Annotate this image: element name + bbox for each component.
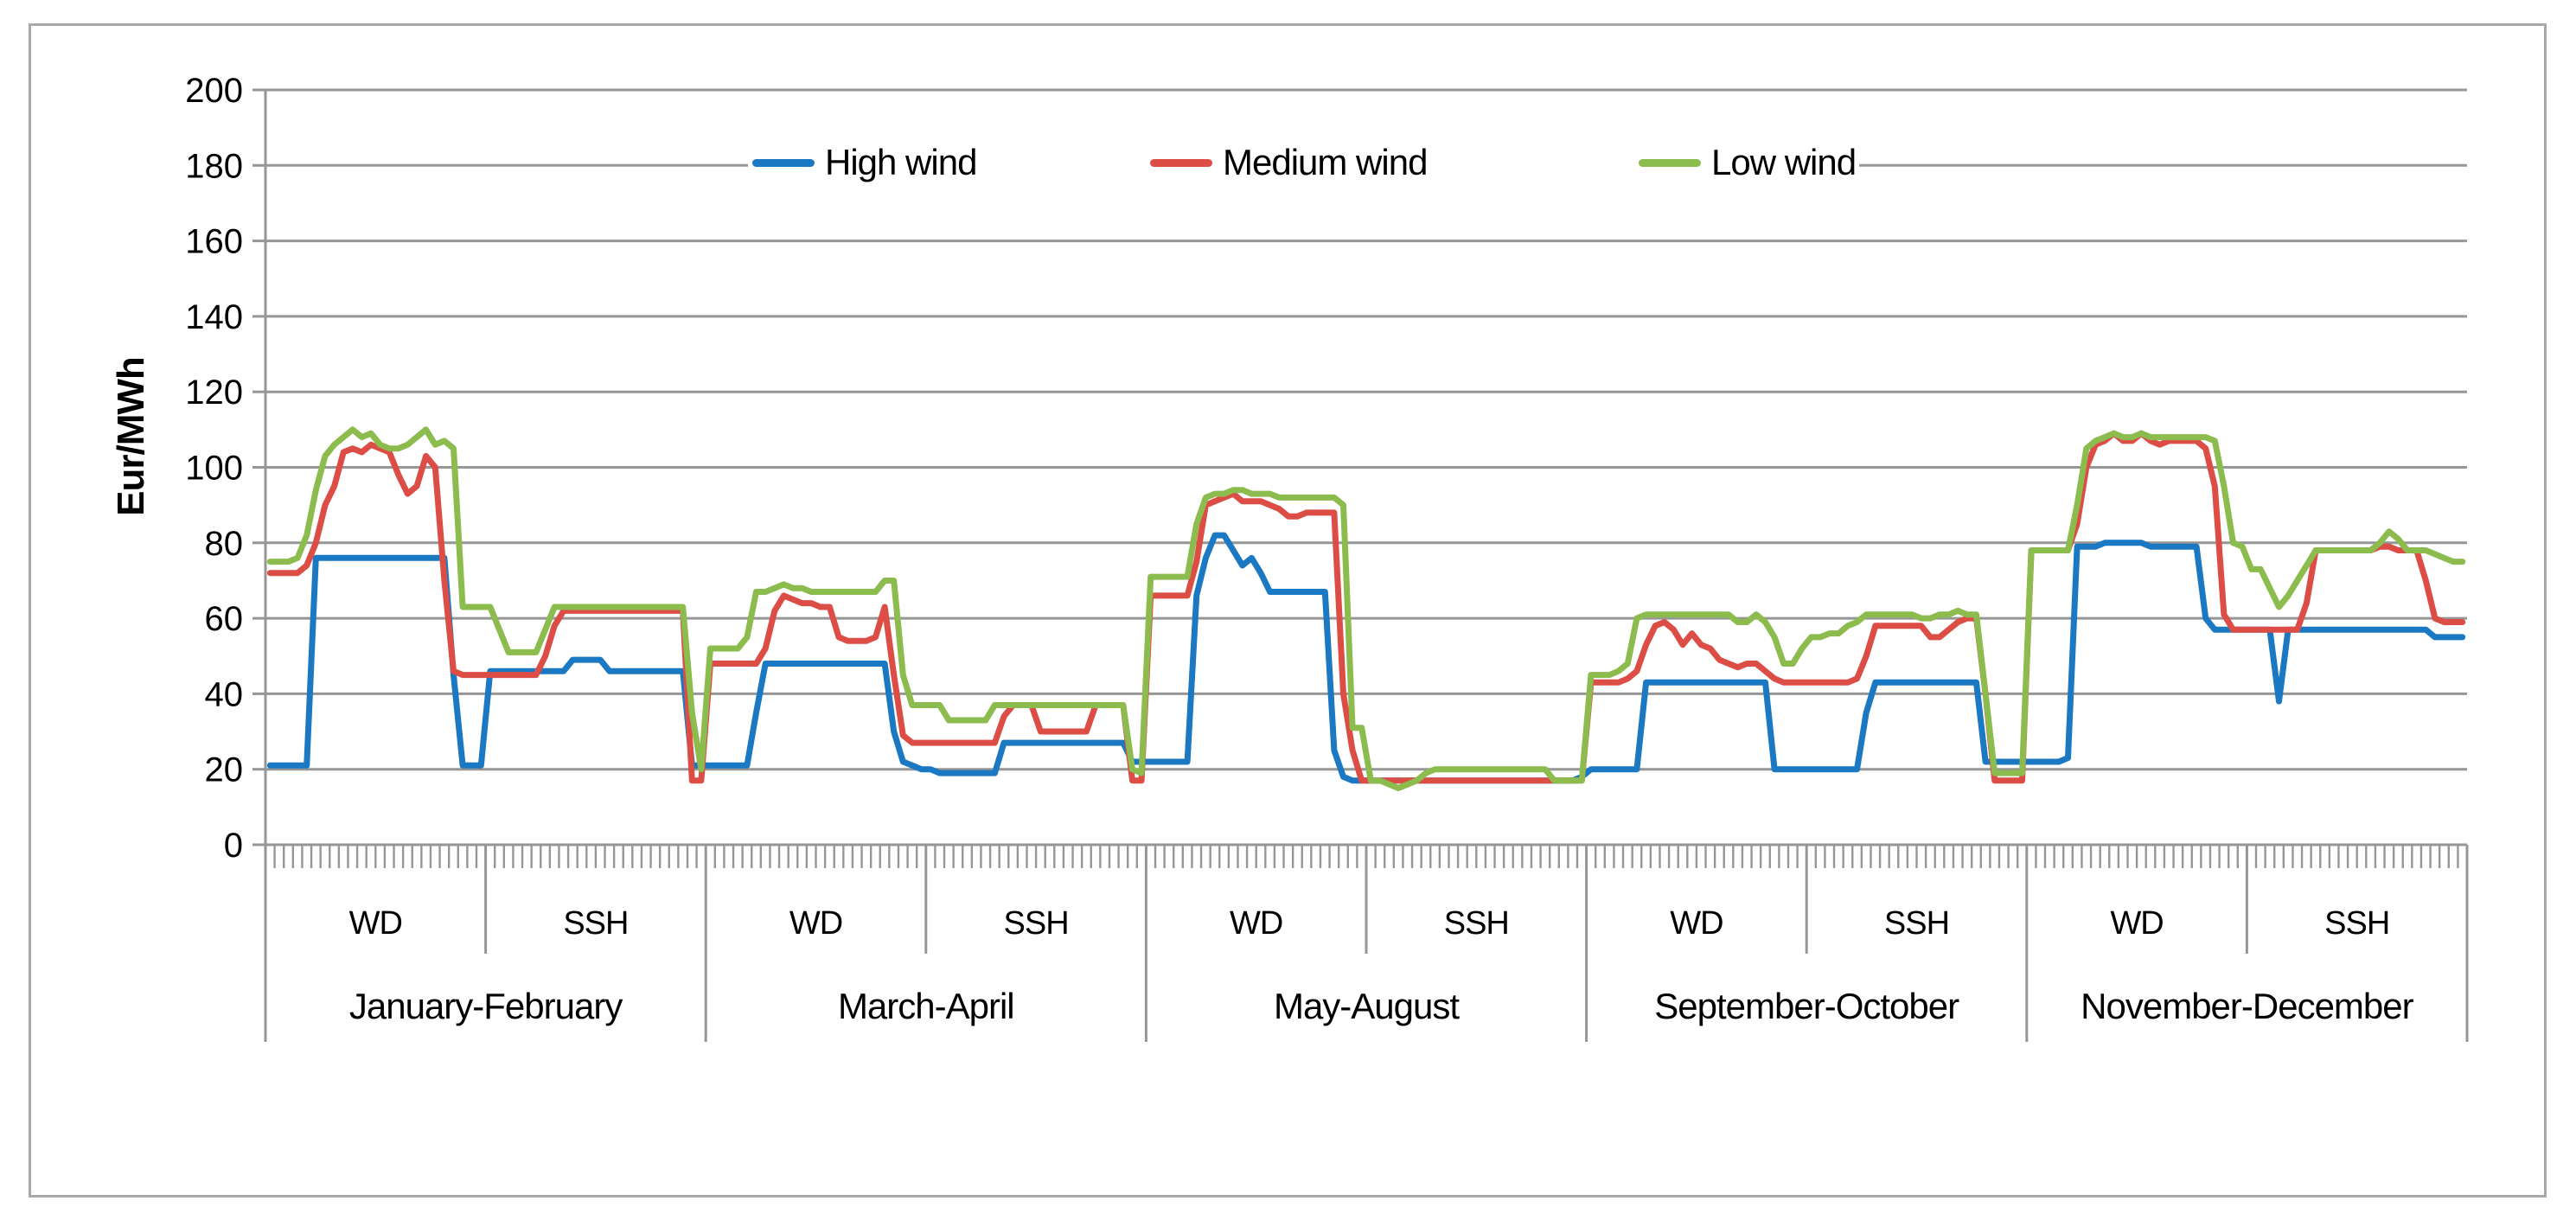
daytype-label: SSH xyxy=(1444,905,1509,942)
legend-label: High wind xyxy=(825,142,977,182)
y-tick-label: 60 xyxy=(205,600,244,638)
legend-label: Low wind xyxy=(1711,142,1857,182)
y-tick-label: 20 xyxy=(205,751,244,789)
y-tick-label: 120 xyxy=(185,374,243,412)
legend-item-medium-wind: Medium wind xyxy=(1150,138,1428,187)
high-wind-swatch-icon xyxy=(752,158,815,167)
legend-item-high-wind: High wind xyxy=(752,138,977,187)
legend-item-low-wind: Low wind xyxy=(1639,138,1857,187)
daytype-label: SSH xyxy=(1884,905,1949,942)
segment-separators xyxy=(264,845,2469,1042)
y-axis-ticks xyxy=(252,88,265,846)
legend: High wind Medium wind Low wind xyxy=(748,138,1859,187)
series-line-medium-wind xyxy=(266,430,2466,784)
y-tick-label: 100 xyxy=(185,450,243,488)
series-line-low-wind xyxy=(266,426,2466,791)
y-tick-label: 140 xyxy=(185,298,243,336)
period-labels: January-February March-April May-August Sep… xyxy=(349,986,2415,1026)
daytype-label: SSH xyxy=(1004,905,1069,942)
daytype-label: SSH xyxy=(563,905,628,942)
daytype-label: WD xyxy=(2110,905,2163,942)
daytype-label: WD xyxy=(789,905,842,942)
y-axis-title: Eur/MWh xyxy=(110,357,152,516)
hour-ticks xyxy=(264,845,2469,868)
y-tick-label: 40 xyxy=(205,675,244,713)
low-wind-swatch-icon xyxy=(1639,158,1701,167)
y-axis-tick-labels: 0 20 40 60 80 100 120 140 160 180 200 xyxy=(185,72,243,865)
daytype-labels: WD SSH WD SSH WD SSH WD SSH WD SSH xyxy=(349,905,2391,942)
daytype-label: SSH xyxy=(2324,905,2389,942)
daytype-label: WD xyxy=(349,905,402,942)
y-tick-label: 200 xyxy=(185,72,243,110)
period-label: January-February xyxy=(349,986,623,1026)
medium-wind-swatch-icon xyxy=(1150,158,1212,167)
daytype-label: WD xyxy=(1670,905,1723,942)
period-label: November-December xyxy=(2081,986,2413,1026)
y-gridlines xyxy=(265,88,2467,846)
legend-label: Medium wind xyxy=(1223,142,1428,182)
y-tick-label: 180 xyxy=(185,147,243,185)
daytype-label: WD xyxy=(1230,905,1282,942)
y-tick-label: 80 xyxy=(205,525,244,563)
y-tick-label: 160 xyxy=(185,223,243,261)
period-label: March-April xyxy=(838,986,1014,1026)
period-label: May-August xyxy=(1274,986,1460,1026)
y-tick-label: 0 xyxy=(224,827,243,865)
period-label: September-October xyxy=(1654,986,1959,1026)
